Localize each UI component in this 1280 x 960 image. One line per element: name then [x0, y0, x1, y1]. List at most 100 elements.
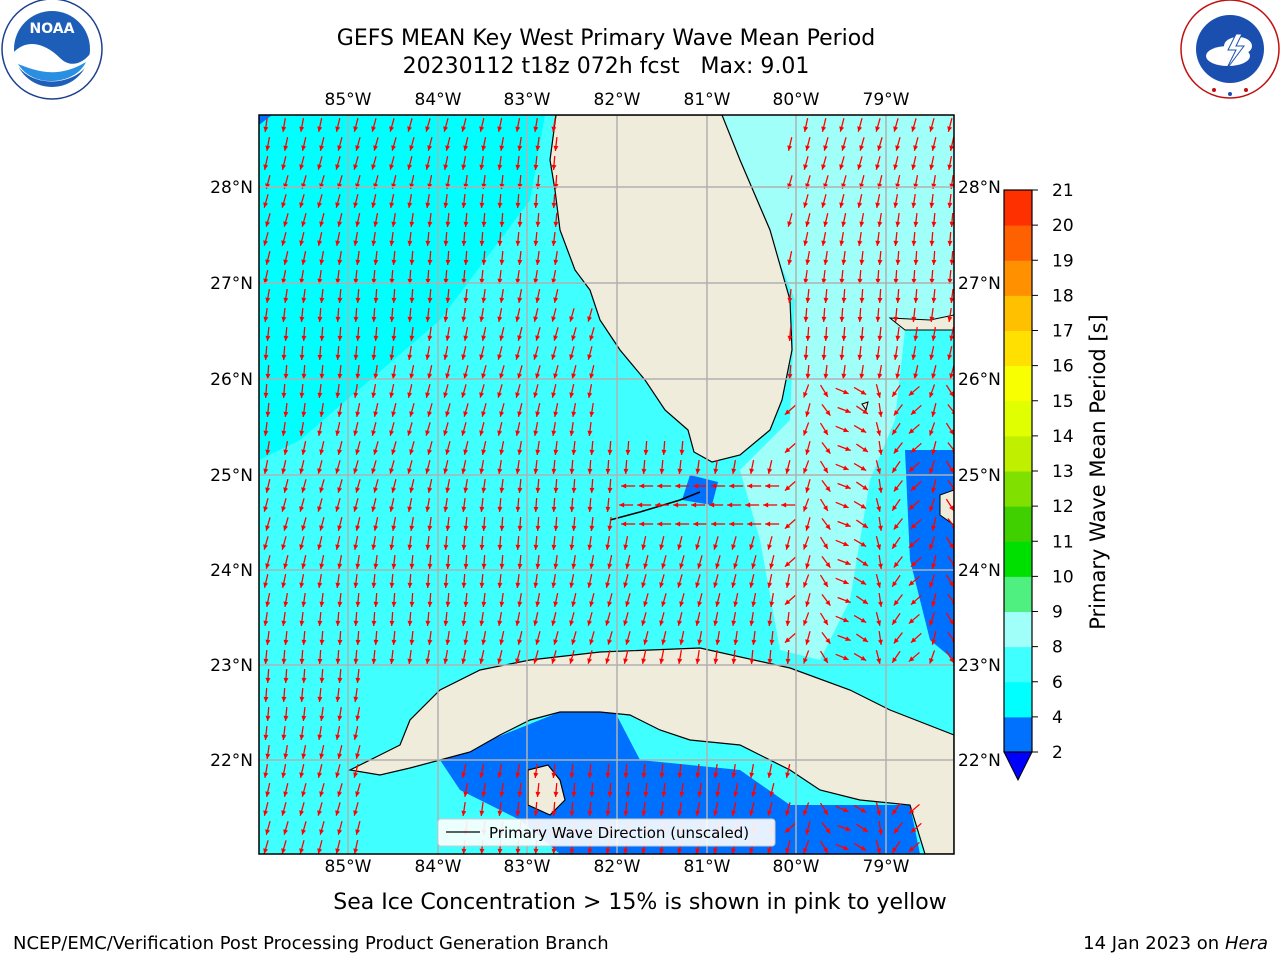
colorbar-segment [1004, 471, 1032, 507]
wave-arrow-icon [353, 345, 359, 361]
wave-arrow-icon [859, 326, 865, 342]
wave-arrow-icon [551, 155, 557, 171]
wave-arrow-icon [931, 593, 937, 607]
wave-arrow-icon [910, 632, 922, 644]
wave-arrow-icon [551, 801, 557, 817]
wave-arrow-icon [481, 478, 487, 494]
wave-arrow-icon [391, 250, 397, 266]
wave-arrow-icon [587, 535, 593, 551]
wave-arrow-icon [535, 365, 541, 379]
wave-arrow-icon [910, 404, 922, 416]
wave-arrow-icon [445, 554, 451, 570]
wave-arrow-icon [693, 521, 708, 527]
wave-arrow-icon [805, 137, 811, 151]
wave-arrow-icon [893, 442, 903, 454]
wave-arrow-icon [551, 612, 557, 626]
wave-arrow-icon [823, 213, 829, 227]
wave-arrow-icon [589, 516, 595, 532]
wave-arrow-icon [853, 500, 867, 510]
wave-arrow-icon [337, 326, 343, 342]
wave-arrow-icon [639, 483, 654, 489]
wave-arrow-icon [335, 118, 341, 132]
wave-arrow-icon [803, 156, 809, 170]
wave-arrow-icon [691, 502, 706, 508]
wave-arrow-icon [445, 288, 451, 304]
wave-arrow-icon [731, 536, 737, 550]
wave-arrow-icon [749, 574, 755, 588]
wave-arrow-icon [535, 136, 541, 152]
wave-arrow-icon [553, 516, 559, 532]
wave-arrow-icon [299, 574, 305, 588]
wave-arrow-icon [929, 574, 936, 588]
wave-arrow-icon [461, 118, 467, 132]
wave-arrow-icon [785, 574, 791, 588]
colorbar-segment [1004, 681, 1032, 718]
wave-arrow-icon [445, 516, 451, 532]
wave-arrow-icon [353, 649, 359, 665]
wave-arrow-icon [301, 251, 307, 265]
noaa-logo-text: NOAA [30, 21, 75, 37]
wave-arrow-icon [515, 573, 521, 589]
wave-arrow-icon [859, 212, 865, 228]
wave-arrow-icon [283, 213, 289, 227]
wave-arrow-icon [589, 365, 595, 379]
wave-arrow-icon [715, 630, 721, 646]
wave-arrow-icon [835, 425, 849, 433]
wave-arrow-icon [853, 842, 867, 852]
axis-labels: 85°W 85°W 84°W 84°W 83°W 83°W 82°W 82°W 81°W 81°W… [210, 90, 1001, 877]
wave-arrow-icon [641, 801, 647, 817]
wave-arrow-icon [821, 194, 827, 208]
wave-arrow-icon [299, 307, 305, 323]
wave-arrow-icon [713, 612, 719, 626]
wave-arrow-icon [784, 556, 796, 568]
wave-arrow-icon [875, 650, 882, 664]
wave-arrow-icon [337, 137, 343, 151]
wave-arrow-icon [337, 479, 343, 493]
colorbar-tick-label: 17 [1052, 322, 1074, 342]
wave-arrow-icon [589, 554, 595, 570]
wave-arrow-icon [839, 345, 845, 361]
wave-arrow-icon [787, 288, 793, 304]
wave-arrow-icon [553, 631, 559, 645]
wave-arrow-icon [427, 554, 433, 570]
wave-arrow-icon [281, 764, 287, 778]
wave-arrow-icon [427, 250, 433, 266]
wave-arrow-icon [263, 383, 269, 399]
wave-arrow-icon [805, 441, 811, 455]
wave-arrow-icon [929, 384, 936, 398]
wave-arrow-icon [499, 592, 505, 608]
wave-arrow-icon [745, 502, 760, 508]
wave-arrow-icon [443, 269, 449, 285]
wave-arrow-icon [841, 326, 847, 342]
lat-label-right: 26°N [958, 370, 1001, 390]
wave-arrow-icon [283, 441, 289, 455]
wave-arrow-icon [283, 555, 289, 569]
wave-arrow-icon [908, 385, 920, 397]
wave-arrow-icon [855, 443, 869, 453]
wave-arrow-icon [479, 231, 485, 247]
lat-label-left: 28°N [210, 178, 253, 198]
wave-arrow-icon [893, 480, 903, 492]
wave-arrow-icon [625, 593, 631, 607]
wave-arrow-icon [443, 497, 449, 513]
wave-arrow-icon [389, 307, 395, 323]
wave-arrow-icon [371, 535, 377, 551]
wave-arrow-icon [931, 441, 937, 455]
wave-arrow-icon [479, 573, 485, 589]
wave-arrow-icon [515, 269, 521, 285]
wave-arrow-icon [517, 327, 523, 341]
wave-arrow-icon [281, 156, 287, 170]
wave-arrow-icon [407, 118, 413, 132]
wave-arrow-icon [587, 763, 593, 779]
wave-arrow-icon [643, 782, 649, 798]
wave-arrow-icon [947, 269, 953, 285]
wave-arrow-icon [319, 250, 325, 266]
wave-arrow-icon [461, 573, 467, 589]
wave-arrow-icon [751, 783, 757, 797]
wave-arrow-icon [679, 440, 685, 456]
wave-arrow-icon [859, 288, 865, 304]
wave-arrow-icon [301, 592, 307, 608]
noaa-logo: NOAA [1, 0, 103, 100]
wave-arrow-icon [535, 327, 541, 341]
wave-arrow-icon [337, 630, 343, 646]
